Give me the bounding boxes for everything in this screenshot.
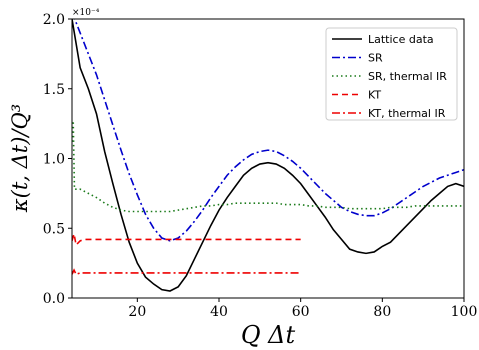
legend: Lattice data SR SR, thermal IR KT KT, therma… [325, 27, 458, 121]
legend-label: Lattice data [368, 33, 434, 46]
x-tick-label: 60 [292, 304, 310, 320]
y-tick-label: 0.0 [43, 291, 65, 307]
y-tick-label: 2.0 [43, 12, 65, 28]
y-scale-label: ×10⁻⁴ [72, 8, 100, 18]
legend-label: KT, thermal IR [368, 107, 446, 120]
legend-items: Lattice data SR SR, thermal IR KT KT, therma… [332, 33, 447, 120]
ticks-layer: 20 40 60 80 100 0.0 0.5 1.0 1.5 2.0 [43, 12, 478, 320]
y-axis-title: κ(t, Δt)/Q³ [8, 104, 32, 213]
x-axis-title: Q Δt [241, 321, 296, 349]
x-tick-label: 40 [210, 304, 228, 320]
legend-label: SR, thermal IR [368, 70, 447, 83]
y-tick-label: 0.5 [43, 221, 65, 237]
x-tick-label: 20 [128, 304, 146, 320]
series-line-2 [73, 19, 464, 242]
x-tick-label: 80 [373, 304, 391, 320]
series-line-5 [72, 268, 301, 276]
series-layer [72, 19, 464, 292]
legend-box [325, 27, 458, 121]
series-line-1 [72, 19, 464, 292]
x-tick-label: 100 [451, 304, 478, 320]
y-tick-label: 1.5 [43, 82, 65, 98]
legend-label: SR [368, 52, 383, 65]
series-line-4 [72, 233, 301, 247]
y-tick-label: 1.0 [43, 152, 65, 168]
legend-label: KT [368, 89, 381, 102]
